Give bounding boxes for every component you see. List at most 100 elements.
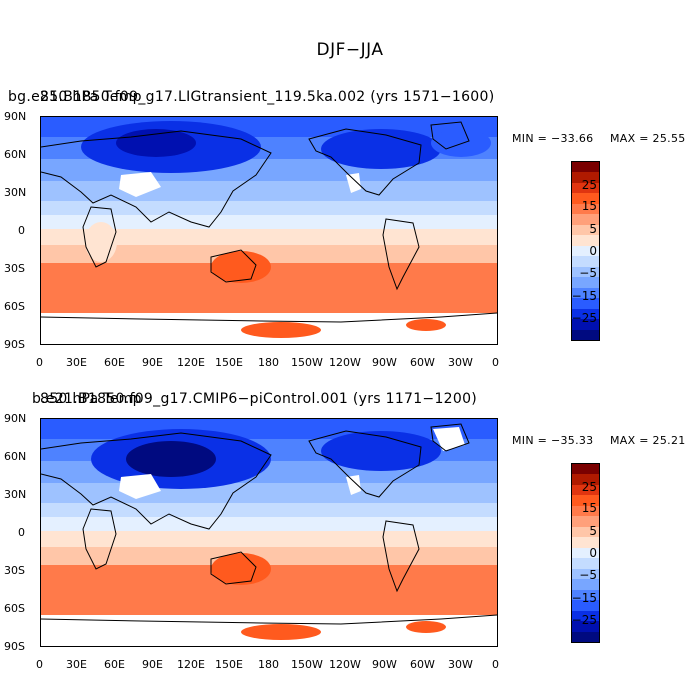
panel-1-min-label: MIN = −33.66 <box>512 132 594 145</box>
panel-1-lat-tick: 90N <box>4 110 27 123</box>
panel-2-field-label: 850 hPa Temp <box>40 391 142 407</box>
panel-1-lon-tick: 90E <box>142 356 163 369</box>
panel-2-lon-tick: 90W <box>372 658 397 671</box>
panel-1-lat-tick: 60S <box>4 300 25 313</box>
colorbar-swatch <box>572 256 599 267</box>
colorbar-swatch <box>572 235 599 246</box>
panel-1-lat-tick: 60N <box>4 148 27 161</box>
panel-1-field-label: 850 hPa Temp <box>40 89 142 105</box>
colorbar-swatch <box>572 621 599 632</box>
panel-2-lon-tick: 0 <box>36 658 43 671</box>
colorbar-swatch <box>572 266 599 278</box>
colorbar-swatch <box>572 610 599 622</box>
panel-2-colorbar-label: −5 <box>579 568 597 582</box>
panel-2-lon-tick: 30W <box>448 658 473 671</box>
panel-2-subtitle: b.e21.B1850.f09_g17.CMIP6−piControl.001 … <box>32 391 478 407</box>
colorbar-swatch <box>572 245 599 257</box>
colorbar-swatch <box>572 474 599 485</box>
panel-1-max-label: MAX = 25.55 <box>610 132 686 145</box>
colorbar-swatch <box>572 308 599 320</box>
colorbar-swatch <box>572 495 599 506</box>
colorbar-swatch <box>572 547 599 559</box>
panel-2-lon-tick: 120W <box>329 658 361 671</box>
colorbar-swatch <box>572 526 599 538</box>
colorbar-swatch <box>572 484 599 496</box>
panel-1-lon-tick: 90W <box>372 356 397 369</box>
panel-1-lon-tick: 0 <box>492 356 499 369</box>
panel-2-lat-tick: 90N <box>4 412 27 425</box>
colorbar-swatch <box>572 631 599 642</box>
colorbar-swatch <box>572 162 599 173</box>
panel-2-map-field <box>41 419 497 646</box>
panel-2-colorbar-label: 5 <box>589 524 597 538</box>
panel-1-lat-tick: 30S <box>4 262 25 275</box>
panel-2-lat-tick: 60N <box>4 450 27 463</box>
panel-2-lat-tick: 30S <box>4 564 25 577</box>
panel-1-lon-tick: 30W <box>448 356 473 369</box>
panel-1-subtitle: bg.e21.B1850.f09_g17.LIGtransient_119.5k… <box>8 89 495 105</box>
panel-1-colorbar-label: −25 <box>571 311 597 325</box>
panel-2-map <box>40 418 498 647</box>
colorbar-swatch <box>572 287 599 299</box>
panel-2-lon-tick: 150E <box>215 658 243 671</box>
panel-2-lon-tick: 0 <box>492 658 499 671</box>
panel-2-lon-tick: 60W <box>410 658 435 671</box>
colorbar-swatch <box>572 464 599 475</box>
colorbar-swatch <box>572 203 599 215</box>
colorbar-swatch <box>572 505 599 517</box>
colorbar-swatch <box>572 277 599 288</box>
panel-1-colorbar-label: −5 <box>579 266 597 280</box>
colorbar-swatch <box>572 537 599 548</box>
panel-2-lat-tick: 60S <box>4 602 25 615</box>
colorbar-swatch <box>572 193 599 204</box>
panel-1-lat-tick: 30N <box>4 186 27 199</box>
panel-1-colorbar-label: 25 <box>581 178 597 192</box>
panel-1-map-field <box>41 117 497 344</box>
panel-1-lon-tick: 60W <box>410 356 435 369</box>
panel-1-colorbar-label: 15 <box>581 199 597 213</box>
colorbar-swatch <box>572 516 599 527</box>
colorbar-swatch <box>572 172 599 183</box>
panel-2-colorbar-label: 15 <box>581 501 597 515</box>
panel-1-lon-tick: 150W <box>291 356 323 369</box>
panel-2-lon-tick: 30E <box>66 658 87 671</box>
panel-2-lon-tick: 180 <box>258 658 279 671</box>
panel-1-colorbar-label: 0 <box>589 244 597 258</box>
panel-2-lon-tick: 60E <box>104 658 125 671</box>
colorbar-swatch <box>572 182 599 194</box>
panel-1-lon-tick: 120W <box>329 356 361 369</box>
panel-1-colorbar <box>571 161 600 341</box>
colorbar-swatch <box>572 579 599 590</box>
panel-1-lon-tick: 60E <box>104 356 125 369</box>
colorbar-swatch <box>572 589 599 601</box>
panel-1-map <box>40 116 498 345</box>
colorbar-swatch <box>572 568 599 580</box>
panel-1-colorbar-label: 5 <box>589 222 597 236</box>
panel-1-lon-tick: 0 <box>36 356 43 369</box>
colorbar-swatch <box>572 214 599 225</box>
panel-2-min-label: MIN = −35.33 <box>512 434 594 447</box>
panel-1-lat-tick: 0 <box>18 224 25 237</box>
panel-2-colorbar-label: −25 <box>571 613 597 627</box>
colorbar-swatch <box>572 298 599 309</box>
panel-2-colorbar-label: 0 <box>589 546 597 560</box>
colorbar-swatch <box>572 558 599 569</box>
colorbar-swatch <box>572 319 599 330</box>
colorbar-swatch <box>572 224 599 236</box>
panel-1-lat-tick: 90S <box>4 338 25 351</box>
panel-2-lat-tick: 30N <box>4 488 27 501</box>
panel-2-max-label: MAX = 25.21 <box>610 434 686 447</box>
figure-title: DJF−JJA <box>316 40 384 60</box>
panel-2-colorbar-label: 25 <box>581 480 597 494</box>
panel-2-lat-tick: 90S <box>4 640 25 653</box>
panel-1-colorbar-label: −15 <box>571 289 597 303</box>
panel-1-lon-tick: 30E <box>66 356 87 369</box>
colorbar-swatch <box>572 600 599 611</box>
panel-2-lon-tick: 90E <box>142 658 163 671</box>
panel-1-lon-tick: 120E <box>177 356 205 369</box>
panel-2-lat-tick: 0 <box>18 526 25 539</box>
panel-2-colorbar-label: −15 <box>571 591 597 605</box>
panel-2-colorbar <box>571 463 600 643</box>
panel-1-lon-tick: 180 <box>258 356 279 369</box>
colorbar-swatch <box>572 329 599 340</box>
